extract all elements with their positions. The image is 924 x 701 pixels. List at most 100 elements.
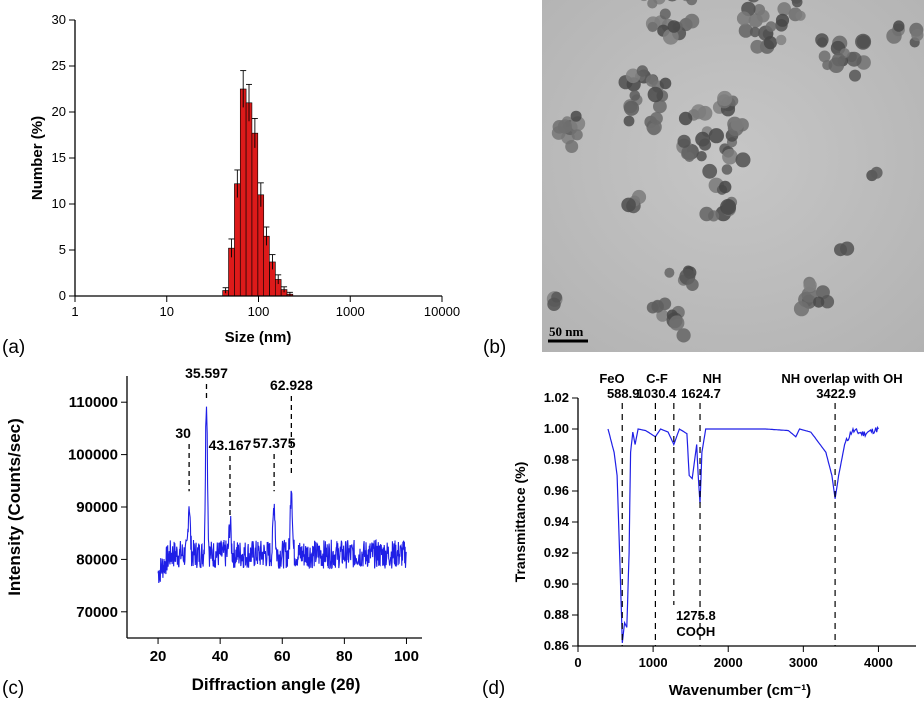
x-tick-label: 0 xyxy=(574,655,581,670)
x-tick-label: 100 xyxy=(394,648,419,665)
nanoparticle xyxy=(636,65,649,77)
panel-a-ticks: 1 10 100 1000 10000 0 5 10 15 20 25 30 xyxy=(52,12,461,319)
nanoparticle xyxy=(730,118,744,132)
band-name-label: COOH xyxy=(676,624,715,639)
band-wavenumber-label: 3422.9 xyxy=(816,386,856,401)
histogram-bar xyxy=(239,88,247,297)
nanoparticle xyxy=(817,37,828,48)
y-tick-label: 30 xyxy=(52,12,66,27)
nanoparticle xyxy=(721,164,733,175)
nanoparticle xyxy=(818,50,831,63)
nanoparticle xyxy=(647,86,664,103)
nanoparticle xyxy=(629,90,641,101)
nanoparticle xyxy=(702,163,718,179)
histogram-bar xyxy=(257,194,265,297)
nanoparticle xyxy=(777,2,791,16)
nanoparticle xyxy=(676,328,691,343)
peak-label: 62.928 xyxy=(270,377,313,393)
nanoparticle xyxy=(775,13,790,27)
nanoparticle xyxy=(736,11,751,26)
nanoparticle xyxy=(677,134,691,148)
nanoparticle xyxy=(656,309,669,322)
nanoparticle xyxy=(686,0,698,6)
x-tick-label: 10000 xyxy=(424,304,460,319)
panel-d-ticks: 0 1000 2000 3000 4000 0.86 0.88 0.90 0.92 0.94 0.9… xyxy=(544,390,893,670)
band-wavenumber-label: 588.9 xyxy=(607,386,640,401)
x-tick-label: 80 xyxy=(336,648,353,665)
nanoparticle xyxy=(911,28,924,42)
y-tick-label: 0.88 xyxy=(544,607,569,622)
nanoparticle xyxy=(696,151,707,162)
nanoparticle xyxy=(756,9,770,23)
x-tick-label: 4000 xyxy=(864,655,893,670)
nanoparticle xyxy=(795,10,806,21)
y-tick-label: 5 xyxy=(59,242,66,257)
panel-d-ftir-series xyxy=(607,425,879,643)
nanoparticle xyxy=(893,20,905,32)
y-tick-label: 15 xyxy=(52,150,66,165)
nanoparticle xyxy=(667,0,677,2)
x-tick-label: 20 xyxy=(150,648,167,665)
nanoparticle xyxy=(623,100,640,116)
y-tick-label: 0.92 xyxy=(544,545,569,560)
band-name-label: C-F xyxy=(646,371,668,386)
nanoparticle xyxy=(870,166,883,179)
nanoparticle xyxy=(855,33,872,50)
peak-label: 35.597 xyxy=(185,365,228,381)
nanoparticle xyxy=(570,110,582,122)
panel-a-letter: (a) xyxy=(2,337,25,358)
nanoparticle xyxy=(653,99,667,114)
nanoparticle xyxy=(678,111,693,126)
panel-d-letter: (d) xyxy=(482,678,505,699)
nanoparticle xyxy=(647,21,658,33)
nanoparticle xyxy=(846,51,862,67)
panel-c-y-label: Intensity (Counts/sec) xyxy=(5,418,24,596)
y-tick-label: 80000 xyxy=(76,551,118,568)
x-tick-label: 40 xyxy=(212,648,229,665)
y-tick-label: 0.86 xyxy=(544,638,569,653)
nanoparticle xyxy=(763,36,777,50)
band-name-label: NH xyxy=(703,371,722,386)
nanoparticle xyxy=(557,119,572,134)
nanoparticle xyxy=(720,198,737,215)
nanoparticle xyxy=(659,8,671,20)
nanoparticle xyxy=(791,0,802,4)
y-tick-label: 0.98 xyxy=(544,452,569,467)
nanoparticle xyxy=(699,206,714,222)
nanoparticle xyxy=(646,301,659,314)
panel-a-bars xyxy=(222,70,294,297)
nanoparticle xyxy=(667,20,681,33)
x-tick-label: 1000 xyxy=(336,304,365,319)
nanoparticle xyxy=(625,68,641,84)
tem-micrograph: 50 nm xyxy=(542,0,924,352)
nanoparticle xyxy=(719,180,732,194)
nanoparticle xyxy=(565,140,579,153)
nanoparticle xyxy=(684,13,700,29)
nanoparticle xyxy=(803,278,817,293)
y-tick-label: 0 xyxy=(59,288,66,303)
nanoparticle xyxy=(697,105,713,121)
nanoparticle xyxy=(735,152,751,168)
panel-a: 1 10 100 1000 10000 0 5 10 15 20 25 30 Size (nm) Nu… xyxy=(2,12,460,358)
nanoparticle xyxy=(722,148,738,165)
y-tick-label: 1.00 xyxy=(544,421,569,436)
y-tick-label: 90000 xyxy=(76,499,118,516)
x-tick-label: 60 xyxy=(274,648,291,665)
nanoparticle xyxy=(547,297,561,311)
peak-label: 30 xyxy=(175,425,191,441)
band-wavenumber-label: 1624.7 xyxy=(681,386,721,401)
histogram-bar xyxy=(234,183,241,297)
nanoparticle xyxy=(813,296,825,308)
histogram-bar xyxy=(251,132,259,297)
nanoparticle xyxy=(686,278,699,292)
panel-c-ticks: 20 40 60 80 100 70000 80000 90000 100000 110000 xyxy=(68,394,419,665)
nanoparticle xyxy=(658,297,672,311)
y-tick-label: 70000 xyxy=(76,604,118,621)
y-tick-label: 0.90 xyxy=(544,576,569,591)
panel-c: 20 40 60 80 100 70000 80000 90000 100000 110000 3… xyxy=(2,365,422,699)
x-tick-label: 3000 xyxy=(789,655,818,670)
nanoparticle xyxy=(765,21,777,32)
y-tick-label: 20 xyxy=(52,104,66,119)
